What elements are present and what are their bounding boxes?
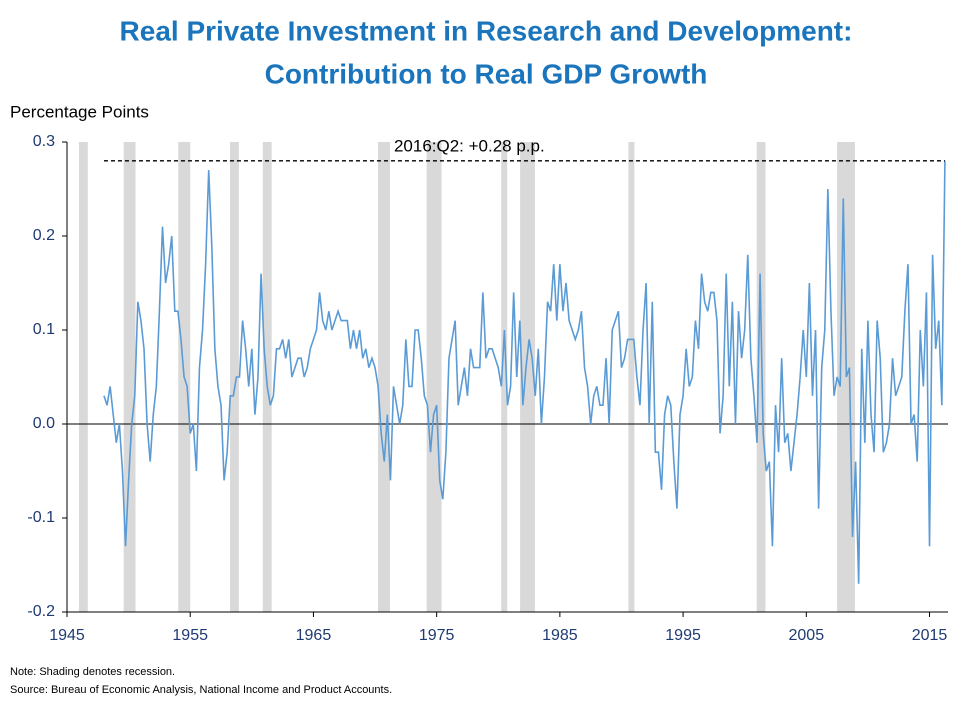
y-tick-label: 0.0 bbox=[33, 415, 55, 432]
recession-band bbox=[628, 142, 635, 612]
annotation: 2016:Q2: +0.28 p.p. bbox=[394, 136, 545, 155]
y-tick-label: -0.2 bbox=[27, 603, 55, 620]
recession-band bbox=[123, 142, 136, 612]
chart-title: Real Private Investment in Research and … bbox=[120, 15, 853, 46]
x-tick-label: 1965 bbox=[296, 627, 332, 644]
x-tick-label: 1945 bbox=[49, 627, 85, 644]
y-axis-label: Percentage Points bbox=[10, 102, 149, 121]
x-tick-label: 1995 bbox=[665, 627, 701, 644]
x-tick-label: 1955 bbox=[172, 627, 208, 644]
y-tick-label: 0.3 bbox=[33, 133, 55, 150]
y-tick-label: 0.1 bbox=[33, 321, 55, 338]
data-line bbox=[103, 160, 946, 584]
x-tick-label: 2015 bbox=[912, 627, 948, 644]
recession-band bbox=[520, 142, 535, 612]
x-tick-label: 2005 bbox=[789, 627, 825, 644]
recession-band bbox=[756, 142, 766, 612]
y-tick-label: 0.2 bbox=[33, 227, 55, 244]
chart-title: Contribution to Real GDP Growth bbox=[265, 58, 708, 89]
recession-band bbox=[377, 142, 390, 612]
recession-band bbox=[501, 142, 508, 612]
recession-band bbox=[426, 142, 442, 612]
x-tick-label: 1975 bbox=[419, 627, 455, 644]
y-tick-label: -0.1 bbox=[27, 509, 55, 526]
note: Source: Bureau of Economic Analysis, Nat… bbox=[10, 684, 392, 696]
x-tick-label: 1985 bbox=[542, 627, 578, 644]
recession-band bbox=[78, 142, 88, 612]
note: Note: Shading denotes recession. bbox=[10, 666, 175, 678]
recession-band bbox=[230, 142, 239, 612]
